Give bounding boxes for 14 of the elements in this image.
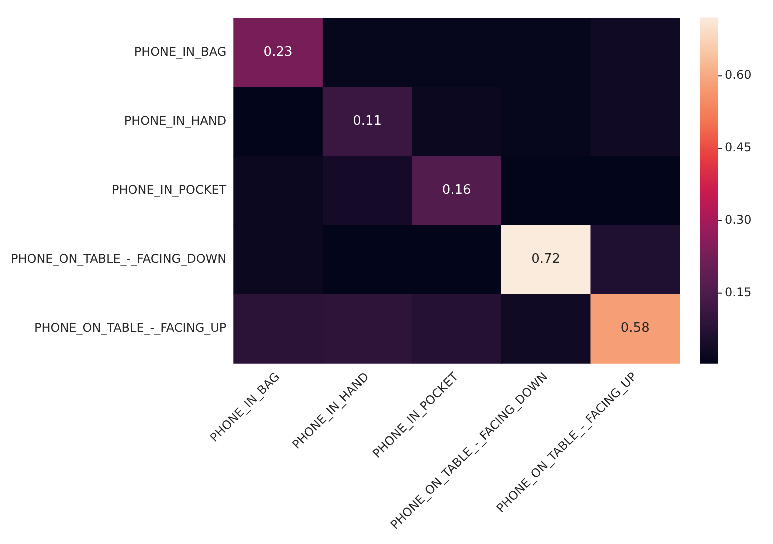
y-tick-label: PHONE_IN_POCKET (112, 182, 228, 197)
y-tick-label: PHONE_IN_HAND (124, 114, 227, 128)
color-bar-label: 0.15 (725, 285, 752, 300)
data-label: 0.72 (532, 252, 561, 268)
data-label: 0.16 (442, 183, 472, 198)
data-label: 0.58 (620, 321, 650, 336)
y-tick-label: PHONE_IN_BAG (134, 44, 227, 59)
color-bar-label: 0.45 (725, 140, 752, 155)
color-bar-label: 0.60 (725, 68, 752, 82)
data-label: 0.23 (264, 45, 293, 60)
color-bar-label: 0.30 (725, 213, 752, 228)
y-tick-label: PHONE_ON_TABLE_-_FACING_DOWN (10, 252, 227, 266)
y-tick-label: PHONE_ON_TABLE_-_FACING_UP (34, 320, 227, 335)
data-label: 0.11 (353, 114, 382, 130)
